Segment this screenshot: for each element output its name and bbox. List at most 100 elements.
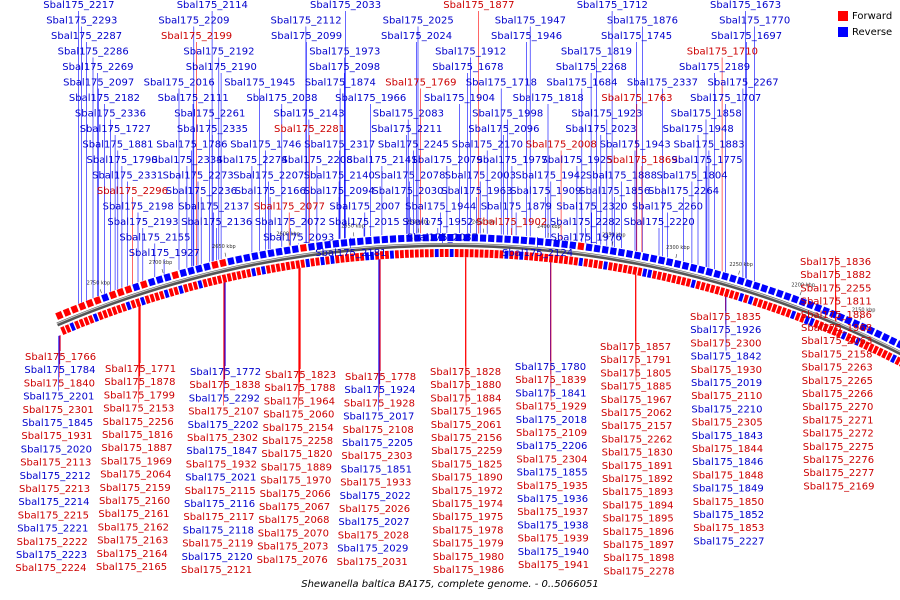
gene-label: Sbal175_2037 (407, 233, 478, 244)
gene-label: Sbal175_1944 (405, 202, 476, 213)
gene-label: Sbal175_2193 (107, 217, 178, 228)
forward-gene-block (573, 257, 579, 266)
reverse-gene-block (251, 252, 259, 261)
gene-label: Sbal175_2303 (341, 451, 412, 462)
gene-label: Sbal175_2064 (100, 470, 171, 481)
reverse-gene-block (369, 251, 375, 260)
gene-label: Sbal175_1874 (305, 78, 376, 89)
gene-label: Sbal175_1818 (513, 93, 584, 104)
gene-label: Sbal175_2061 (431, 420, 502, 431)
reverse-gene-block (633, 251, 642, 260)
reverse-gene-block (789, 310, 797, 320)
reverse-gene-block (888, 336, 898, 346)
gene-label: Sbal175_2137 (178, 202, 249, 213)
reverse-gene-block (808, 317, 815, 327)
gene-label: Sbal175_2261 (174, 109, 245, 120)
forward-gene-block (548, 254, 554, 263)
forward-gene-block (757, 299, 764, 308)
gene-label: Sbal175_2208 (282, 155, 353, 166)
gene-label: Sbal175_1890 (432, 473, 503, 484)
gene-label: Sbal175_1825 (431, 459, 502, 470)
gene-label: Sbal175_1889 (261, 462, 332, 473)
forward-gene-block (207, 277, 213, 287)
gene-label: Sbal175_1933 (340, 478, 411, 489)
reverse-gene-block (859, 322, 868, 332)
forward-gene-block (761, 300, 768, 310)
gene-label: Sbal175_1963 (441, 186, 512, 197)
gene-label: Sbal175_2026 (339, 504, 410, 515)
forward-gene-block (111, 306, 118, 316)
reverse-gene-block (641, 253, 650, 262)
gene-label: Sbal175_2182 (69, 93, 140, 104)
gene-label: Sbal175_2272 (803, 429, 874, 440)
gene-label: Sbal175_2211 (371, 124, 442, 135)
gene-label: Sbal175_1930 (691, 365, 762, 376)
gene-label: Sbal175_1850 (693, 497, 764, 508)
gene-label: Sbal175_1712 (577, 0, 648, 11)
scale-tick-label: 2400 kbp (537, 224, 561, 230)
gene-label: Sbal175_1772 (190, 367, 261, 378)
forward-gene-block (817, 321, 825, 331)
forward-gene-block (64, 324, 72, 333)
scale-tick-label: 2200 kbp (791, 283, 815, 289)
forward-gene-block (280, 262, 286, 272)
gene-label: Sbal175_1884 (430, 393, 501, 404)
scale-tick-label: 2650 kbp (212, 244, 236, 250)
forward-gene-block (454, 249, 459, 258)
gene-label: Sbal175_1746 (230, 140, 301, 151)
gene-label: Sbal175_2119 (182, 539, 253, 550)
gene-label: Sbal175_1925 (542, 155, 613, 166)
forward-gene-block (93, 296, 102, 305)
gene-label: Sbal175_1849 (693, 484, 764, 495)
gene-label: Sbal175_1790 (87, 155, 158, 166)
gene-label: Sbal175_1857 (600, 342, 671, 353)
forward-gene-block (144, 295, 151, 304)
forward-gene-block (622, 264, 628, 274)
forward-gene-block (799, 314, 806, 323)
forward-gene-block (459, 249, 464, 258)
reverse-gene-block (439, 234, 446, 241)
forward-gene-block (414, 249, 419, 258)
reverse-gene-block (471, 234, 478, 242)
forward-gene-block (219, 258, 227, 268)
reverse-gene-block (767, 286, 776, 296)
forward-gene-block (539, 253, 544, 262)
gene-label: Sbal175_1977 (477, 155, 548, 166)
gene-label: Sbal175_1828 (430, 367, 501, 378)
gene-label: Sbal175_2259 (431, 446, 502, 457)
gene-label: Sbal175_2265 (802, 376, 873, 387)
forward-gene-block (183, 283, 189, 293)
gene-label: Sbal175_1974 (432, 499, 503, 510)
gene-label: Sbal175_1784 (24, 365, 95, 376)
gene-label: Sbal175_2334 (152, 155, 223, 166)
gene-label: Sbal175_1769 (385, 78, 456, 89)
forward-gene-block (568, 256, 574, 265)
gene-label: Sbal175_2120 (182, 552, 253, 563)
gene-label: Sbal175_2277 (803, 468, 874, 479)
gene-label: Sbal175_2078 (374, 171, 445, 182)
gene-label: Sbal175_1986 (433, 565, 504, 576)
gene-label: Sbal175_2029 (337, 544, 408, 555)
forward-gene-block (130, 299, 137, 309)
gene-label: Sbal175_2223 (16, 550, 87, 561)
reverse-gene-block (259, 250, 267, 259)
forward-gene-block (106, 308, 113, 317)
gene-label: Sbal175_2124 (502, 248, 573, 259)
gene-label: Sbal175_2028 (338, 530, 409, 541)
reverse-gene-block (873, 329, 883, 339)
gene-label: Sbal175_1820 (261, 449, 332, 460)
forward-gene-block (285, 261, 291, 271)
gene-label: Sbal175_1869 (607, 155, 678, 166)
legend-reverse-label: Reverse (852, 26, 893, 38)
gene-label: Sbal175_1972 (432, 486, 503, 497)
gene-label: Sbal175_2079 (412, 155, 483, 166)
reverse-gene-block (705, 267, 714, 277)
reverse-gene-block (821, 306, 830, 316)
forward-gene-block (212, 276, 218, 286)
forward-gene-block (97, 311, 104, 321)
forward-gene-block (168, 288, 175, 297)
reverse-gene-block (422, 234, 429, 242)
gene-label: Sbal175_2266 (802, 389, 873, 400)
gene-label: Sbal175_1964 (264, 396, 335, 407)
